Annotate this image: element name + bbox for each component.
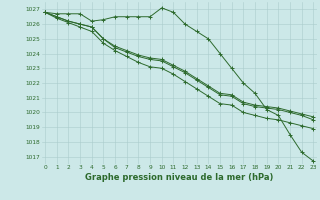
X-axis label: Graphe pression niveau de la mer (hPa): Graphe pression niveau de la mer (hPa) bbox=[85, 173, 273, 182]
